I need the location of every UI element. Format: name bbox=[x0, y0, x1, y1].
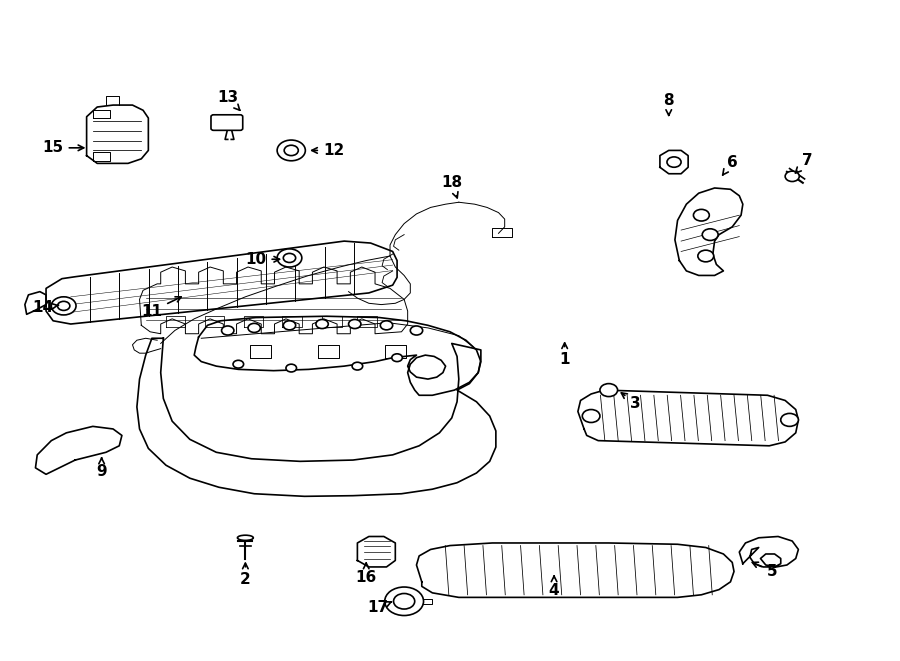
FancyBboxPatch shape bbox=[211, 115, 243, 130]
Polygon shape bbox=[86, 105, 148, 163]
Circle shape bbox=[248, 323, 260, 332]
Text: 2: 2 bbox=[240, 563, 251, 588]
Text: 9: 9 bbox=[96, 458, 107, 479]
Polygon shape bbox=[194, 316, 481, 395]
Text: 16: 16 bbox=[356, 563, 377, 586]
Text: 6: 6 bbox=[723, 155, 738, 175]
Circle shape bbox=[384, 587, 424, 615]
Polygon shape bbox=[140, 267, 408, 334]
Polygon shape bbox=[35, 426, 122, 475]
Circle shape bbox=[667, 157, 681, 167]
Circle shape bbox=[277, 140, 305, 161]
Circle shape bbox=[277, 249, 302, 267]
Circle shape bbox=[316, 319, 328, 329]
Polygon shape bbox=[660, 151, 688, 174]
Circle shape bbox=[286, 364, 296, 372]
Polygon shape bbox=[137, 338, 496, 496]
Text: 18: 18 bbox=[441, 175, 463, 198]
Circle shape bbox=[702, 229, 718, 241]
Circle shape bbox=[352, 362, 363, 370]
Text: 1: 1 bbox=[560, 343, 570, 367]
Circle shape bbox=[600, 383, 617, 397]
Circle shape bbox=[233, 360, 244, 368]
Circle shape bbox=[785, 171, 799, 182]
Text: 11: 11 bbox=[141, 297, 181, 319]
Circle shape bbox=[393, 594, 415, 609]
Polygon shape bbox=[578, 390, 798, 446]
Polygon shape bbox=[417, 543, 734, 598]
Text: 12: 12 bbox=[311, 143, 344, 158]
Polygon shape bbox=[739, 537, 798, 567]
Circle shape bbox=[381, 321, 392, 330]
Circle shape bbox=[781, 413, 798, 426]
Text: 15: 15 bbox=[42, 140, 84, 155]
Circle shape bbox=[348, 319, 361, 329]
Text: 7: 7 bbox=[796, 153, 813, 173]
Circle shape bbox=[410, 326, 423, 335]
Polygon shape bbox=[25, 292, 46, 315]
Circle shape bbox=[392, 354, 402, 362]
Circle shape bbox=[284, 253, 295, 262]
Circle shape bbox=[693, 210, 709, 221]
Circle shape bbox=[51, 297, 76, 315]
Text: 3: 3 bbox=[621, 393, 641, 410]
Text: 5: 5 bbox=[752, 563, 778, 579]
Polygon shape bbox=[46, 241, 397, 324]
Ellipse shape bbox=[238, 535, 253, 541]
Circle shape bbox=[221, 326, 234, 335]
Text: 8: 8 bbox=[663, 93, 674, 115]
Circle shape bbox=[582, 410, 600, 422]
Circle shape bbox=[698, 250, 714, 262]
Circle shape bbox=[58, 301, 70, 311]
Text: 13: 13 bbox=[217, 90, 239, 110]
Text: 17: 17 bbox=[367, 600, 392, 615]
Polygon shape bbox=[357, 537, 395, 567]
Circle shape bbox=[284, 321, 295, 330]
Text: 14: 14 bbox=[32, 300, 58, 315]
Circle shape bbox=[284, 145, 298, 155]
Text: 4: 4 bbox=[549, 576, 560, 598]
Text: 10: 10 bbox=[246, 252, 280, 267]
Polygon shape bbox=[675, 188, 742, 276]
